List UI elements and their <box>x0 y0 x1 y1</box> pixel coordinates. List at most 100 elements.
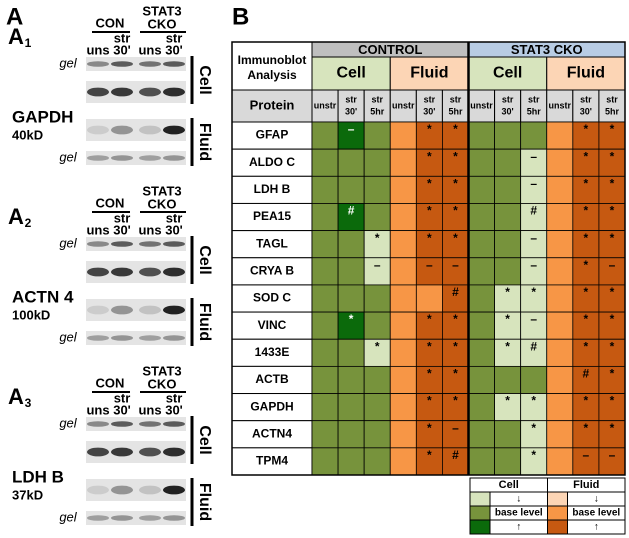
cell-mark: – <box>452 421 459 435</box>
level-cell <box>389 311 417 340</box>
column-label: 5hr <box>370 106 385 116</box>
level-cell <box>494 148 522 177</box>
level-cell <box>468 121 495 150</box>
cell-mark: * <box>610 394 615 408</box>
level-cell <box>468 393 495 422</box>
level-cell <box>546 284 574 313</box>
level-cell <box>337 338 365 367</box>
protein-weight: 37kD <box>12 487 43 502</box>
legend-text: ↑ <box>594 522 599 533</box>
lane-label: uns <box>86 222 109 237</box>
panel-label: B <box>232 3 249 30</box>
protein-weight: 100kD <box>12 307 50 322</box>
section-label: Fluid <box>196 303 213 341</box>
level-cell <box>520 447 548 476</box>
protein-name: ACTB <box>255 372 289 386</box>
level-cell <box>572 311 600 340</box>
band <box>163 421 185 427</box>
cell-mark: * <box>427 122 432 136</box>
subpanel-subscript: 2 <box>25 216 32 230</box>
level-cell <box>337 284 365 313</box>
cell-mark: * <box>531 448 536 462</box>
cell-mark: * <box>610 367 615 381</box>
protein-name: CRYA B <box>250 264 294 278</box>
band <box>163 485 185 495</box>
column-label: str <box>580 94 592 104</box>
level-cell <box>598 338 626 367</box>
level-cell <box>363 203 391 232</box>
level-cell <box>415 284 443 313</box>
level-cell <box>337 148 365 177</box>
level-cell <box>468 420 495 449</box>
group-label: CKO <box>148 376 177 391</box>
band <box>139 61 161 67</box>
band <box>163 87 185 97</box>
cell-mark: * <box>453 312 458 326</box>
lane-label: 30' <box>165 222 183 237</box>
blot <box>86 511 186 525</box>
level-cell <box>494 203 522 232</box>
cell-mark: * <box>584 258 589 272</box>
cell-mark: * <box>610 176 615 190</box>
cell-mark: – <box>374 258 381 272</box>
legend-swatch <box>547 505 568 521</box>
section-label: Fluid <box>196 483 213 521</box>
cell-mark: * <box>610 339 615 353</box>
legend-text: base level <box>495 508 543 519</box>
level-cell <box>546 203 574 232</box>
gel-label: gel <box>59 415 77 430</box>
level-cell <box>442 365 469 394</box>
band <box>111 515 133 521</box>
level-cell <box>311 420 339 449</box>
column-label: str <box>528 94 540 104</box>
band <box>111 241 133 247</box>
level-cell <box>389 203 417 232</box>
band <box>111 421 133 427</box>
column-header <box>468 89 496 123</box>
legend-swatch <box>547 519 568 535</box>
legend-swatch <box>547 491 568 507</box>
cell-mark: # <box>530 204 537 218</box>
protein-name: LDH B <box>12 467 64 486</box>
level-cell <box>337 175 365 204</box>
band <box>87 241 109 247</box>
level-cell <box>337 203 365 232</box>
protein-cell <box>231 230 313 259</box>
column-label: 30' <box>345 106 357 116</box>
level-cell <box>363 230 391 259</box>
subpanel-label: A <box>8 24 24 49</box>
subpanel-label: A <box>8 204 24 229</box>
gel-label: gel <box>59 235 77 250</box>
level-cell <box>363 338 391 367</box>
band <box>111 267 133 277</box>
level-cell <box>572 365 600 394</box>
cell-mark: * <box>584 204 589 218</box>
blot <box>86 299 186 321</box>
level-cell <box>546 148 574 177</box>
level-cell <box>311 175 339 204</box>
protein-name: ACTN4 <box>252 426 292 440</box>
legend-swatch <box>469 505 491 521</box>
cell-mark: – <box>530 176 537 190</box>
protein-name: PEA15 <box>253 209 291 223</box>
protein-cell <box>231 121 313 150</box>
subgroup-name: Cell <box>336 65 365 82</box>
cell-mark: * <box>427 394 432 408</box>
band <box>139 305 161 315</box>
band <box>87 61 109 67</box>
level-cell <box>442 230 469 259</box>
protein-cell <box>231 393 313 422</box>
legend-text-cell <box>567 519 626 535</box>
level-cell <box>389 420 417 449</box>
band <box>87 155 109 161</box>
cell-mark: * <box>584 312 589 326</box>
lane-label: str <box>166 30 183 45</box>
protein-name: GFAP <box>256 128 289 142</box>
protein-name: ACTN 4 <box>12 287 74 306</box>
lane-label: uns <box>138 42 161 57</box>
cell-mark: # <box>583 367 590 381</box>
level-cell <box>468 148 495 177</box>
column-label: 5hr <box>605 106 620 116</box>
level-cell <box>415 311 443 340</box>
level-cell <box>494 365 522 394</box>
